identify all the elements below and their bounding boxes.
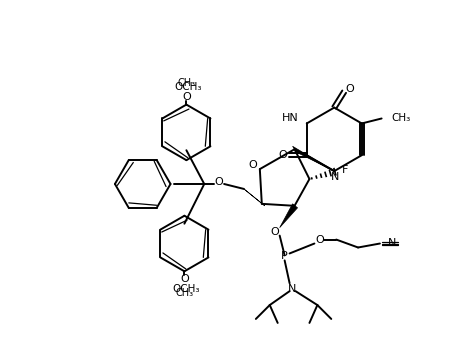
Text: OCH₃: OCH₃: [174, 82, 202, 92]
Text: O: O: [346, 84, 355, 94]
Text: P: P: [281, 252, 288, 261]
Text: N: N: [388, 238, 396, 248]
Text: N: N: [287, 284, 296, 294]
Text: HN: HN: [282, 114, 299, 123]
Text: O: O: [270, 227, 279, 237]
Text: F: F: [342, 165, 348, 175]
Text: N: N: [331, 172, 339, 182]
Polygon shape: [292, 146, 334, 171]
Text: O: O: [180, 274, 189, 284]
Text: OCH₃: OCH₃: [173, 284, 200, 294]
Polygon shape: [280, 204, 298, 228]
Text: O: O: [248, 160, 257, 170]
Text: O: O: [279, 150, 287, 160]
Text: CH₃: CH₃: [177, 78, 195, 88]
Text: CH₃: CH₃: [392, 114, 411, 123]
Text: O: O: [215, 177, 224, 187]
Text: O: O: [182, 92, 191, 102]
Polygon shape: [244, 189, 265, 206]
Text: O: O: [315, 234, 324, 245]
Text: CH₃: CH₃: [175, 288, 193, 298]
